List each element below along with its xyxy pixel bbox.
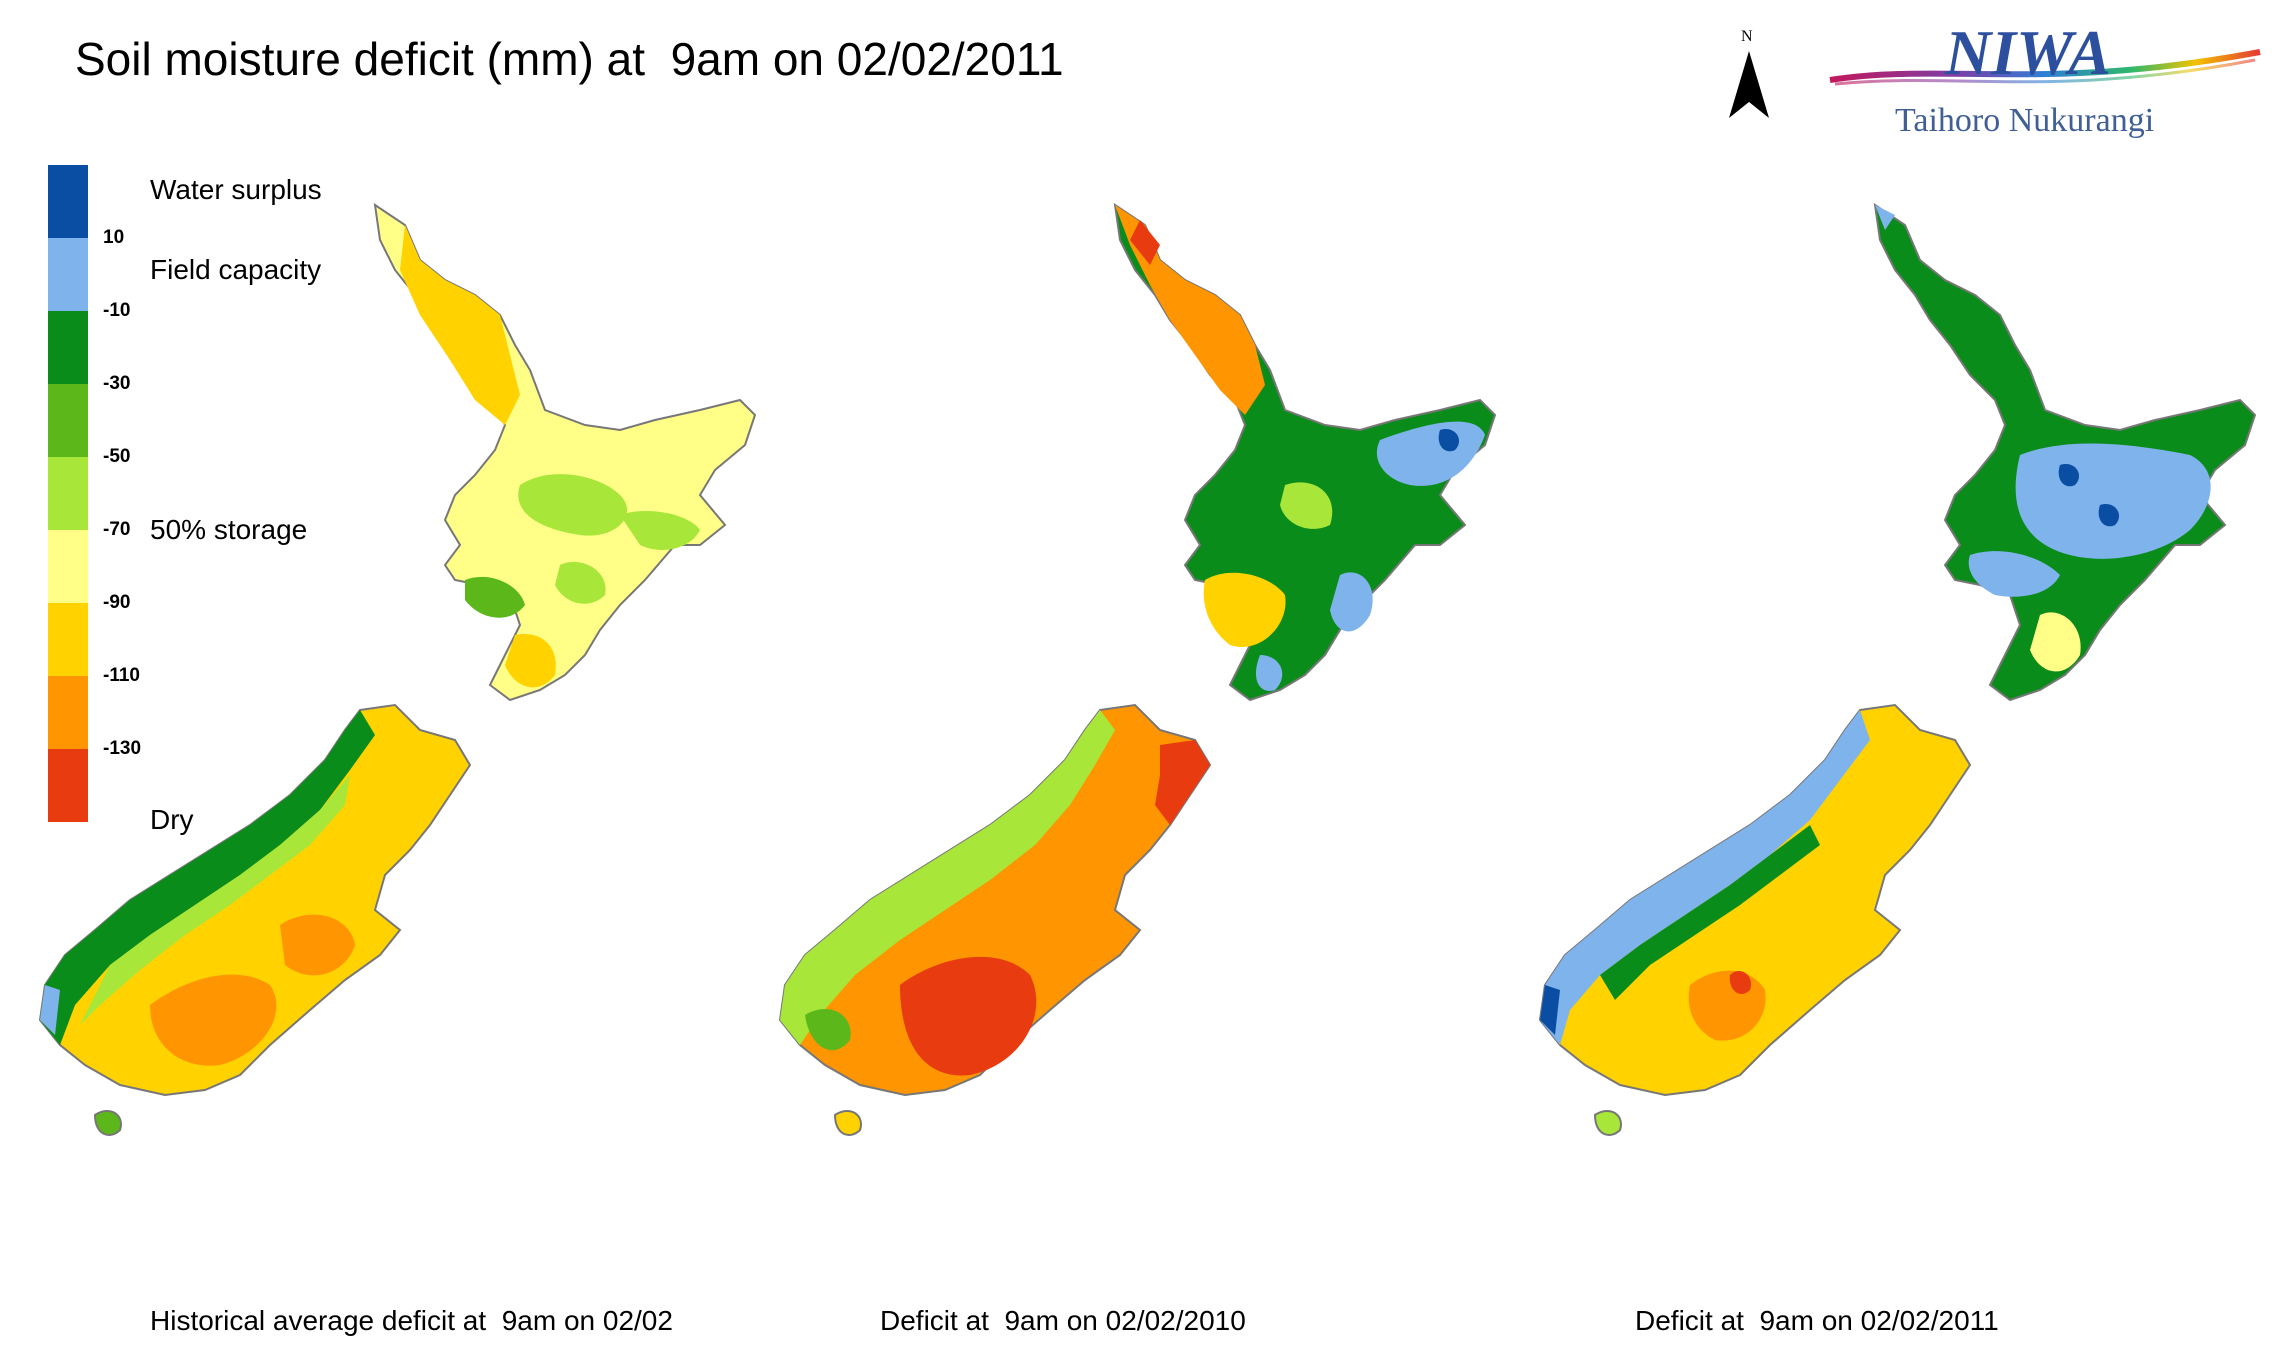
logo-wordmark: NIWA bbox=[1944, 22, 2111, 88]
caption-historical: Historical average deficit at 9am on 02/… bbox=[150, 1305, 673, 1336]
legend-swatch bbox=[48, 311, 88, 384]
legend-label-storage: 50% storage bbox=[150, 514, 308, 545]
legend-color-bar bbox=[48, 165, 88, 825]
south-island-shape bbox=[1538, 703, 1972, 1136]
north-label: N bbox=[1741, 28, 1753, 45]
legend-label-field-capacity: Field capacity bbox=[150, 254, 322, 285]
map-historical-average bbox=[38, 202, 757, 1136]
north-arrow-icon bbox=[1729, 51, 1769, 118]
legend-swatch bbox=[48, 384, 88, 457]
color-legend: 10 -10 -30 -50 -70 -90 -110 -130 Water surplus … bbox=[48, 165, 348, 835]
legend-swatch bbox=[48, 457, 88, 530]
north-island-shape bbox=[373, 202, 757, 702]
niwa-logo: NIWA bbox=[1825, 17, 2265, 152]
legend-swatch bbox=[48, 165, 88, 238]
legend-swatch bbox=[48, 603, 88, 676]
legend-label-surplus: Water surplus bbox=[150, 174, 322, 205]
legend-tick-label: -130 bbox=[103, 738, 142, 759]
map-2010 bbox=[778, 202, 1497, 1136]
north-arrow: N bbox=[1725, 28, 1775, 128]
legend-tick-label: -70 bbox=[103, 519, 131, 540]
legend-tick-label: -90 bbox=[103, 592, 131, 613]
logo-subtitle: Taihoro Nukurangi bbox=[1895, 102, 2155, 139]
south-island-shape bbox=[778, 703, 1212, 1136]
north-island-shape bbox=[1873, 202, 2257, 702]
legend-tick-label: -10 bbox=[103, 300, 131, 321]
caption-2011: Deficit at 9am on 02/02/2011 bbox=[1635, 1305, 1999, 1336]
legend-swatch bbox=[48, 749, 88, 822]
legend-tick-label: 10 bbox=[103, 227, 125, 248]
legend-swatch bbox=[48, 676, 88, 749]
caption-2010: Deficit at 9am on 02/02/2010 bbox=[880, 1305, 1246, 1336]
legend-label-dry: Dry bbox=[150, 804, 194, 835]
niwa-logo-icon: NIWA bbox=[1829, 17, 2261, 88]
south-island-shape bbox=[38, 703, 472, 1136]
page-title: Soil moisture deficit (mm) at 9am on 02/… bbox=[75, 33, 1064, 85]
map-2011 bbox=[1538, 202, 2257, 1136]
legend-tick-label: -30 bbox=[103, 373, 131, 394]
legend-swatch bbox=[48, 530, 88, 603]
north-island-shape bbox=[1113, 202, 1497, 702]
legend-tick-label: -110 bbox=[103, 665, 140, 686]
legend-swatch bbox=[48, 238, 88, 311]
legend-tick-label: -50 bbox=[103, 446, 131, 467]
